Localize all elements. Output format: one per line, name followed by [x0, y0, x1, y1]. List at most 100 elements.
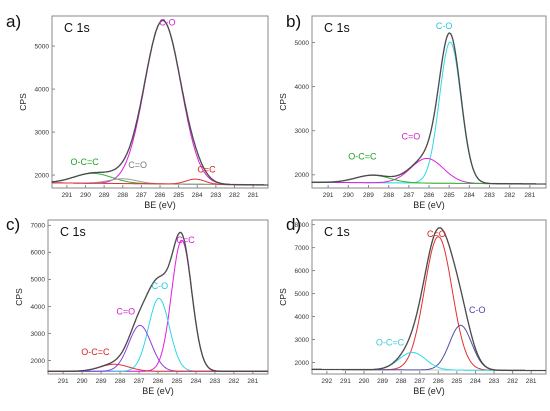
peak-label-c-o: C-O	[436, 21, 453, 31]
x-tick-label: 281	[248, 192, 259, 199]
y-tick-label: 5000	[31, 277, 46, 284]
component-curve-c-o	[312, 41, 546, 185]
y-axis-label: CPS	[278, 93, 288, 111]
x-tick-label: 286	[155, 192, 166, 199]
peak-label-c-c: C=C	[176, 235, 195, 245]
x-tick-label: 286	[433, 378, 444, 385]
peak-label-c-o: C=O	[427, 229, 446, 239]
x-tick-label: 283	[209, 378, 220, 385]
x-tick-label: 291	[323, 192, 334, 199]
x-tick-label: 291	[58, 378, 69, 385]
x-tick-label: 290	[80, 192, 91, 199]
x-tick-label: 285	[172, 378, 183, 385]
measured-data-points	[47, 231, 269, 373]
x-tick-label: 290	[359, 378, 370, 385]
x-tick-label: 288	[115, 378, 126, 385]
peak-label-o-c-c: O-C=C	[348, 151, 377, 161]
y-axis-label: CPS	[18, 93, 28, 111]
peak-label-c-o: C-O	[152, 281, 169, 291]
peak-label-c-c: C=C	[197, 165, 216, 175]
y-tick-label: 2000	[35, 172, 50, 179]
y-tick-label: 7000	[295, 245, 310, 252]
x-tick-label: 286	[153, 378, 164, 385]
peak-label-c-o: C=O	[128, 160, 147, 170]
panel-title: C 1s	[324, 21, 350, 35]
x-tick-label: 285	[173, 192, 184, 199]
measured-data-points	[51, 19, 269, 186]
panel-title: C 1s	[324, 225, 350, 239]
x-tick-label: 288	[383, 192, 394, 199]
x-tick-label: 281	[524, 192, 535, 199]
x-tick-label: 287	[134, 378, 145, 385]
x-tick-label: 288	[396, 378, 407, 385]
component-curve-o-c-c	[312, 351, 547, 372]
x-tick-label: 282	[504, 192, 515, 199]
x-tick-label: 281	[526, 378, 537, 385]
x-tick-label: 285	[451, 378, 462, 385]
x-tick-label: 284	[192, 192, 203, 199]
peak-label-c-o: C=O	[116, 307, 135, 317]
y-tick-label: 4000	[295, 84, 310, 91]
y-tick-label: 2000	[31, 358, 46, 365]
y-tick-label: 7000	[31, 223, 46, 230]
y-axis-label: CPS	[14, 288, 24, 306]
x-tick-label: 290	[343, 192, 354, 199]
x-tick-label: 284	[470, 378, 481, 385]
panel-letter-b: b)	[286, 12, 302, 31]
x-tick-label: 291	[340, 378, 351, 385]
x-tick-label: 288	[117, 192, 128, 199]
x-tick-label: 283	[489, 378, 500, 385]
x-tick-label: 287	[403, 192, 414, 199]
y-tick-label: 5000	[295, 291, 310, 298]
x-tick-label: 284	[464, 192, 475, 199]
y-tick-label: 3000	[295, 337, 310, 344]
x-tick-label: 289	[99, 192, 110, 199]
peak-label-c-o: C-O	[159, 17, 176, 27]
y-tick-label: 6000	[31, 250, 46, 257]
x-tick-label: 287	[136, 192, 147, 199]
xps-panel-4: 292 291 290 289 288 287 286 285 284 283 282 281 2000…	[278, 219, 547, 396]
y-tick-label: 3000	[295, 128, 310, 135]
x-tick-label: 282	[507, 378, 518, 385]
x-axis-label: BE (eV)	[413, 386, 445, 396]
panel-title: C 1s	[64, 21, 90, 35]
measured-data-points	[311, 32, 547, 185]
y-tick-label: 5000	[295, 40, 310, 47]
x-axis-label: BE (eV)	[413, 200, 445, 210]
y-tick-label: 5000	[35, 43, 50, 50]
envelope-fit-curve	[312, 227, 547, 372]
peak-label-o-c-c: O-C=C	[70, 157, 99, 167]
x-tick-label: 287	[414, 378, 425, 385]
x-tick-label: 282	[229, 192, 240, 199]
x-axis-label: BE (eV)	[144, 200, 176, 210]
peak-label-o-c-c: O-C=C	[376, 337, 405, 347]
x-tick-label: 292	[321, 378, 332, 385]
plot-frame	[311, 219, 547, 375]
xps-panel-2: 291 290 289 288 287 286 285 284 283 282 281 2000 300…	[278, 15, 547, 210]
y-tick-label: 2000	[295, 172, 310, 179]
x-tick-label: 289	[377, 378, 388, 385]
x-axis-label: BE (eV)	[142, 386, 174, 396]
panel-letter-c: c)	[6, 215, 21, 234]
y-tick-label: 3000	[35, 129, 50, 136]
y-axis-label: CPS	[278, 288, 288, 306]
y-tick-label: 3000	[31, 331, 46, 338]
xps-panel-3: 291 290 289 288 287 286 285 284 283 282 281 2000 300…	[14, 219, 269, 396]
peak-label-o-c-c: O-C=C	[81, 347, 110, 357]
component-curve-c-o	[48, 297, 268, 372]
x-tick-label: 283	[484, 192, 495, 199]
x-tick-label: 285	[444, 192, 455, 199]
panel-title: C 1s	[60, 225, 86, 239]
peak-label-c-o: C=O	[401, 131, 420, 141]
measured-data-points	[311, 226, 547, 372]
y-tick-label: 4000	[295, 314, 310, 321]
x-tick-label: 281	[247, 378, 258, 385]
y-tick-label: 6000	[295, 268, 310, 275]
y-tick-label: 4000	[31, 304, 46, 311]
x-tick-label: 283	[210, 192, 221, 199]
x-tick-label: 282	[228, 378, 239, 385]
x-tick-label: 286	[424, 192, 435, 199]
panel-letter-d: d)	[286, 215, 302, 234]
x-tick-label: 290	[77, 378, 88, 385]
